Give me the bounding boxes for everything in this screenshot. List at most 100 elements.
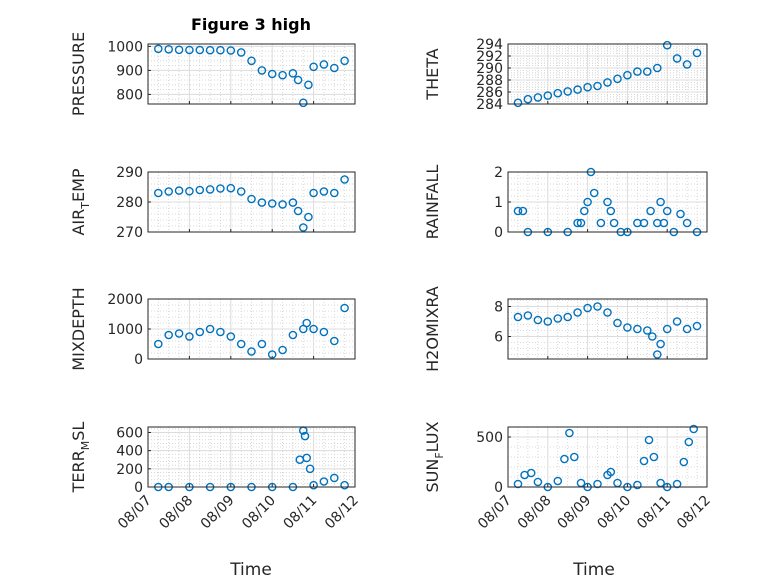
y-tick-label: 290 <box>116 165 143 181</box>
data-point <box>319 477 329 486</box>
y-axis-label-subscript: F <box>433 452 446 458</box>
y-axis-label-main: H2OMIXRA <box>423 286 442 372</box>
data-point <box>205 324 215 334</box>
y-axis-label-rest: SL <box>69 422 88 441</box>
data-point <box>682 60 692 69</box>
data-point <box>609 218 619 228</box>
x-tick-label: 08/11 <box>634 493 674 533</box>
data-point <box>646 206 655 216</box>
data-point <box>553 88 563 98</box>
y-axis-label-main: MIXDEPTH <box>69 287 88 370</box>
y-axis-label: SUNFLUX <box>423 421 446 492</box>
data-point <box>573 308 582 317</box>
data-point <box>257 339 267 349</box>
data-point <box>623 323 632 332</box>
data-point <box>278 70 287 80</box>
data-point <box>236 187 246 196</box>
data-point <box>653 350 662 359</box>
data-point <box>682 324 692 334</box>
data-point <box>195 327 205 337</box>
data-point <box>589 188 599 198</box>
data-point <box>205 185 215 194</box>
data-point <box>518 206 528 216</box>
y-tick-label: 1000 <box>107 39 143 55</box>
axes-frame <box>147 426 356 488</box>
panel-rainfall: 0 1 2 RAINFALL <box>423 165 708 241</box>
data-point <box>319 60 329 69</box>
data-point <box>533 477 543 487</box>
y-tick-label: 400 <box>116 444 143 460</box>
data-point <box>633 480 642 490</box>
data-point <box>639 218 649 228</box>
data-point <box>580 206 589 216</box>
data-point <box>643 326 652 335</box>
data-point <box>692 48 702 58</box>
data-point <box>267 199 277 208</box>
y-tick-label: 280 <box>116 195 143 211</box>
data-point <box>309 324 318 334</box>
data-point <box>174 45 184 55</box>
data-point <box>257 66 267 75</box>
data-point <box>298 98 308 108</box>
data-point <box>560 454 569 464</box>
data-point <box>288 330 298 340</box>
y-tick-label: 1000 <box>107 322 143 338</box>
data-point <box>583 197 592 207</box>
x-tick-label: 08/11 <box>281 493 321 533</box>
y-axis-label-rest: EMP <box>69 168 88 202</box>
data-point <box>679 457 689 467</box>
data-point <box>689 424 699 434</box>
y-tick-label: 284 <box>476 97 503 113</box>
panel-h2omixra: 6 8 H2OMIXRA <box>423 286 708 372</box>
x-tick-label: 08/10 <box>239 493 279 533</box>
data-point <box>533 93 543 102</box>
data-point <box>302 453 312 463</box>
y-tick-label: 900 <box>116 63 143 79</box>
data-point <box>662 40 672 50</box>
data-point <box>662 206 672 216</box>
data-point <box>293 75 303 85</box>
y-axis-label-main: THETA <box>423 48 442 100</box>
data-point <box>553 476 563 486</box>
data-point <box>216 327 225 337</box>
x-tick-label: 08/09 <box>198 493 238 533</box>
figure-title: Figure 3 high <box>191 15 311 34</box>
data-point <box>639 456 649 466</box>
x-tick-label: 08/12 <box>322 493 362 533</box>
data-point <box>633 324 642 334</box>
data-point <box>205 45 215 55</box>
data-point <box>672 317 682 326</box>
data-point <box>293 206 303 216</box>
data-point <box>523 94 533 104</box>
data-point <box>247 347 256 356</box>
data-point <box>153 339 163 349</box>
data-point <box>570 452 579 462</box>
data-point <box>185 186 194 196</box>
data-point <box>288 198 298 207</box>
data-point <box>329 63 339 73</box>
data-point <box>593 81 602 91</box>
data-point <box>583 303 592 313</box>
y-tick-label: 294 <box>476 37 503 53</box>
y-tick-label: 0 <box>134 480 143 496</box>
data-point <box>340 56 349 66</box>
y-tick-label: 200 <box>116 462 143 478</box>
y-axis-label-rest: LUX <box>423 421 442 452</box>
y-axis-label-main: AIR <box>69 209 88 236</box>
data-point <box>329 188 339 198</box>
y-axis-label-main: PRESSURE <box>69 32 88 116</box>
data-point <box>672 54 682 63</box>
y-tick-label: 6 <box>494 330 503 346</box>
panel-pressure: 800 900 1000 PRESSURE <box>69 32 356 116</box>
data-point <box>247 194 256 204</box>
data-point <box>603 308 612 317</box>
data-point <box>153 44 163 54</box>
data-point <box>565 428 574 438</box>
y-axis-label-main: SUN <box>423 459 442 493</box>
data-point <box>267 350 277 359</box>
data-point <box>309 62 318 72</box>
data-point <box>676 209 685 219</box>
data-point <box>633 67 642 76</box>
panel-sun-flux: 0 500 SUNFLUX 08/07 08/08 08/09 08/10 08/11 08/1… <box>423 421 714 532</box>
